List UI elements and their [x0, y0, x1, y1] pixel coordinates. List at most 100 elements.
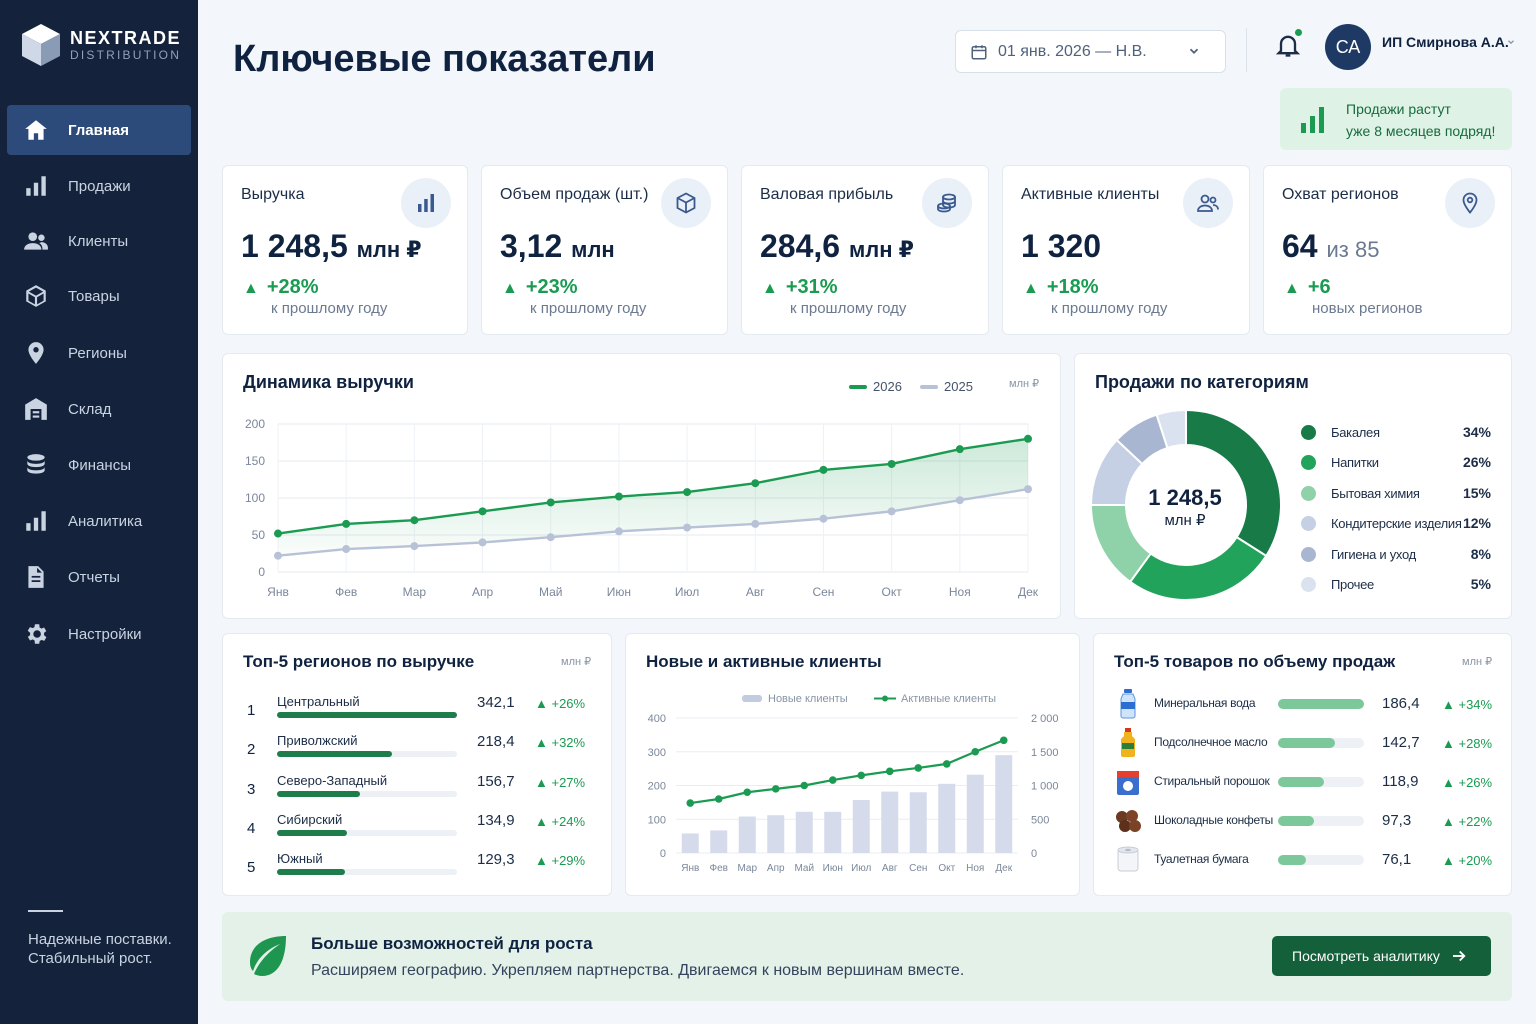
y-right-tick-label: 1 500 — [1031, 747, 1059, 759]
sidebar-item-home[interactable]: Главная — [7, 105, 191, 155]
product-delta: ▲ +28% — [1442, 736, 1493, 751]
user-name[interactable]: ИП Смирнова А.А. — [1382, 34, 1509, 50]
region-delta: ▲ +26% — [535, 696, 586, 711]
x-tick-label: Май — [794, 863, 814, 874]
bar-new-clients — [795, 811, 813, 853]
legend-item-2026[interactable]: 2026 — [849, 379, 902, 394]
category-legend-item[interactable]: Прочее 5% — [1301, 575, 1491, 595]
detergent-icon — [1117, 771, 1139, 795]
kpi-note: к прошлому году — [790, 300, 907, 317]
kpi-icon-wrap — [1445, 178, 1495, 228]
growth-banner: Больше возможностей для роста Расширяем … — [222, 912, 1512, 1001]
kpi-label: Валовая прибыль — [760, 186, 894, 203]
y-tick-label: 50 — [252, 528, 266, 542]
region-row[interactable]: 4 Сибирский 134,9 ▲ +24% — [241, 812, 601, 848]
sidebar-item-settings[interactable]: Настройки — [7, 609, 191, 659]
region-value: 129,3 — [477, 851, 515, 869]
region-rank: 1 — [247, 702, 256, 719]
kpi-revenue[interactable]: Выручка 1 248,5 млн ₽ ▲ +28% к прошлому г… — [222, 165, 468, 335]
sidebar-item-label: Главная — [68, 121, 130, 139]
kpi-label: Охват регионов — [1282, 186, 1399, 203]
bar-chart-icon — [418, 194, 434, 212]
kpi-regions[interactable]: Охват регионов 64 из 85 ▲ +6 новых регион… — [1263, 165, 1512, 335]
kpi-volume[interactable]: Объем продаж (шт.) 3,12 млн ▲ +23% к прош… — [481, 165, 728, 335]
kpi-icon-wrap — [661, 178, 711, 228]
series-2026-line — [277, 437, 1029, 535]
legend-swatch — [1301, 485, 1316, 501]
point-2025 — [478, 538, 487, 547]
banner-title: Больше возможностей для роста — [311, 934, 593, 953]
legend-swatch — [1301, 516, 1316, 532]
product-row[interactable]: Туалетная бумага 76,1 ▲ +20% — [1112, 843, 1498, 877]
sidebar-item-finance[interactable]: Финансы — [7, 440, 191, 490]
clients-chart-card: Новые и активные клиенты 0 100 200 300 400 0 5… — [625, 633, 1080, 896]
clients-combo-chart: 0 100 200 300 400 0 500 1 000 1 500 2 000 Новые кл… — [648, 693, 1059, 874]
x-tick-label: Июн — [607, 585, 631, 599]
region-bar-fill — [277, 829, 347, 836]
point-2025 — [955, 496, 964, 505]
avatar[interactable]: СА — [1325, 24, 1371, 70]
region-rank: 2 — [247, 741, 256, 759]
sidebar-item-label: Склад — [68, 400, 112, 418]
region-row[interactable]: 3 Северо-Западный 156,7 ▲ +27% — [241, 773, 601, 809]
category-legend-item[interactable]: Гигиена и уход 8% — [1301, 545, 1491, 565]
category-legend-item[interactable]: Кондитерские изделия 12% — [1301, 514, 1491, 534]
sidebar-item-products[interactable]: Товары — [7, 271, 191, 321]
category-percent: 34% — [1462, 424, 1491, 440]
sidebar-item-regions[interactable]: Регионы — [7, 328, 191, 378]
sidebar-item-label: Регионы — [68, 344, 127, 362]
banner-text: Расширяем географию. Укрепляем партнерст… — [311, 962, 965, 979]
product-bar-fill — [1278, 738, 1335, 748]
region-row[interactable]: 5 Южный 129,3 ▲ +29% — [241, 851, 601, 887]
region-value: 218,4 — [477, 733, 515, 751]
chevron-down-icon — [1189, 48, 1199, 54]
point-2026 — [887, 459, 896, 468]
product-delta: ▲ +34% — [1442, 697, 1493, 712]
y-right-tick-label: 1 000 — [1031, 781, 1059, 793]
kpi-delta: ▲ +18% — [1023, 276, 1099, 298]
card-unit: млн ₽ — [561, 656, 592, 668]
kpi-active-clients[interactable]: Активные клиенты 1 320 ▲ +18% к прошлому … — [1002, 165, 1250, 335]
legend-swatch — [849, 384, 867, 389]
category-legend-item[interactable]: Бытовая химия 15% — [1301, 484, 1491, 504]
product-name: Туалетная бумага — [1154, 852, 1249, 866]
x-tick-label: Дек — [995, 863, 1012, 874]
product-row[interactable]: Минеральная вода 186,4 ▲ +34% — [1112, 687, 1498, 721]
brand-logo[interactable]: NEXTRADE DISTRIBUTION — [20, 22, 181, 68]
region-row[interactable]: 2 Приволжский 218,4 ▲ +32% — [241, 733, 601, 769]
category-legend-item[interactable]: Бакалея 34% — [1301, 423, 1491, 443]
sidebar-item-analytics[interactable]: Аналитика — [7, 496, 191, 546]
sidebar-item-sales[interactable]: Продажи — [7, 161, 191, 211]
x-tick-label: Дек — [1018, 585, 1039, 599]
bar-new-clients — [767, 815, 785, 853]
sidebar-item-warehouse[interactable]: Склад — [7, 384, 191, 434]
legend-label-active: Активные клиенты — [901, 693, 996, 705]
product-row[interactable]: Шоколадные конфеты 97,3 ▲ +22% — [1112, 804, 1498, 838]
product-value: 142,7 — [1382, 734, 1420, 751]
legend-item-2025[interactable]: 2025 — [920, 379, 973, 394]
product-bar-fill — [1278, 816, 1314, 826]
kpi-gross-profit[interactable]: Валовая прибыль 284,6 млн ₽ ▲ +31% к прош… — [741, 165, 989, 335]
sidebar-item-clients[interactable]: Клиенты — [7, 216, 191, 266]
product-delta: ▲ +20% — [1442, 853, 1493, 868]
product-row[interactable]: Стиральный порошок 118,9 ▲ +26% — [1112, 765, 1498, 799]
sidebar-item-label: Аналитика — [68, 512, 143, 530]
chevron-down-icon[interactable] — [1506, 37, 1516, 47]
view-analytics-button[interactable]: Посмотреть аналитику — [1272, 936, 1491, 976]
region-bar-track — [277, 829, 457, 836]
kpi-icon-wrap — [1183, 178, 1233, 228]
category-legend-item[interactable]: Напитки 26% — [1301, 453, 1491, 473]
category-percent: 5% — [1470, 576, 1491, 592]
y-right-tick-label: 500 — [1031, 814, 1049, 826]
product-row[interactable]: Подсолнечное масло 142,7 ▲ +28% — [1112, 726, 1498, 760]
revenue-line-chart: 0 50 100 150 200 Янв Фев Мар Апр Май Июн Июл Авг Сен О… — [245, 417, 1039, 599]
region-name: Южный — [277, 851, 323, 867]
product-name: Подсолнечное масло — [1154, 735, 1268, 749]
leaf-icon — [250, 936, 286, 976]
date-range-picker[interactable]: 01 янв. 2026 — Н.В. — [955, 30, 1226, 73]
sidebar-item-reports[interactable]: Отчеты — [7, 552, 191, 602]
region-row[interactable]: 1 Центральный 342,1 ▲ +26% — [241, 694, 601, 730]
bell-icon[interactable] — [1274, 30, 1302, 60]
bar-new-clients — [966, 774, 984, 853]
sidebar-slogan: Надежные поставки. Стабильный рост. — [28, 931, 172, 967]
